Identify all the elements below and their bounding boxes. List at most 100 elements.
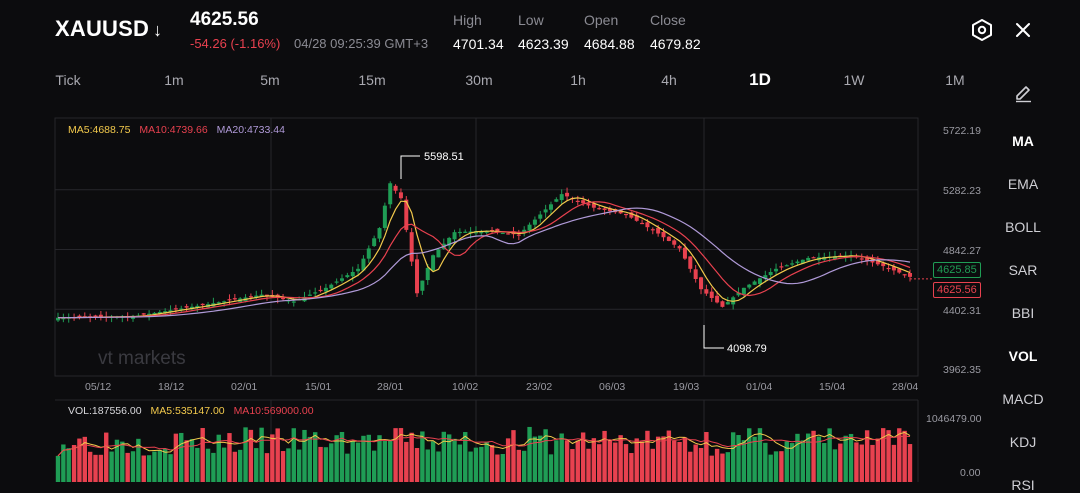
volume-bar bbox=[741, 440, 747, 482]
volume-bar bbox=[136, 438, 141, 482]
volume-bar bbox=[521, 450, 527, 482]
volume-bar bbox=[184, 440, 189, 482]
indicator-sar[interactable]: SAR bbox=[1008, 262, 1038, 278]
volume-bar bbox=[200, 428, 205, 482]
candle-body bbox=[672, 240, 677, 245]
volume-bar bbox=[511, 430, 516, 482]
volume-bar bbox=[109, 451, 114, 482]
volume-bar bbox=[639, 441, 645, 482]
vol-ma10-line bbox=[57, 435, 911, 457]
candle-body bbox=[586, 203, 591, 206]
vol-legend: VOL:187556.00 bbox=[68, 405, 142, 417]
volume-bar bbox=[168, 454, 173, 482]
y-tick-label: 4842.27 bbox=[943, 245, 981, 257]
stat-close-value: 4679.82 bbox=[650, 36, 701, 52]
indicator-macd[interactable]: MACD bbox=[1002, 391, 1044, 407]
candle-body bbox=[891, 266, 896, 271]
close-icon[interactable] bbox=[1010, 17, 1036, 43]
timeframe-15m[interactable]: 15m bbox=[358, 72, 386, 88]
price-chart[interactable]: vt markets 5598.51 4098.79 bbox=[0, 0, 1080, 482]
volume-bar bbox=[157, 450, 163, 482]
volume-bar bbox=[709, 455, 714, 482]
volume-bar bbox=[152, 451, 157, 482]
timeframe-30m[interactable]: 30m bbox=[465, 72, 493, 88]
timeframe-1m[interactable]: 1m bbox=[164, 72, 184, 88]
timeframe-1mo[interactable]: 1M bbox=[945, 72, 965, 88]
indicator-ema[interactable]: EMA bbox=[1007, 176, 1039, 192]
volume-bar bbox=[800, 440, 806, 482]
candle-body bbox=[752, 281, 757, 285]
indicator-kdj[interactable]: KDJ bbox=[1009, 434, 1037, 450]
candle-body bbox=[447, 237, 452, 246]
x-tick-label: 10/02 bbox=[452, 381, 479, 393]
y-tick-label: 5722.19 bbox=[943, 125, 981, 137]
draw-tool-button[interactable] bbox=[1012, 82, 1034, 104]
candle-body bbox=[527, 224, 532, 231]
volume-bar bbox=[859, 444, 864, 482]
volume-bar bbox=[173, 433, 179, 482]
candle-body bbox=[264, 294, 269, 296]
x-tick-label: 28/01 bbox=[377, 381, 404, 393]
volume-bar bbox=[114, 439, 120, 482]
timeframe-1h[interactable]: 1h bbox=[570, 72, 586, 88]
volume-bar bbox=[77, 438, 82, 482]
volume-bar bbox=[366, 434, 371, 482]
volume-bar bbox=[864, 430, 870, 482]
candle-body bbox=[800, 259, 805, 264]
candle-body bbox=[404, 199, 409, 230]
candle-body bbox=[699, 277, 704, 290]
candle-body bbox=[141, 313, 146, 315]
timeframe-1d[interactable]: 1D bbox=[749, 70, 771, 89]
volume-bar bbox=[586, 448, 591, 482]
volume-bar bbox=[564, 440, 570, 482]
indicator-vol[interactable]: VOL bbox=[1008, 348, 1038, 364]
volume-bar bbox=[661, 436, 666, 482]
volume-bar bbox=[580, 432, 586, 482]
volume-bar bbox=[484, 441, 489, 482]
settings-icon[interactable] bbox=[969, 17, 995, 43]
volume-bar bbox=[479, 446, 484, 482]
x-tick-label: 06/03 bbox=[599, 381, 626, 393]
stat-close: Close 4679.82 bbox=[650, 12, 701, 52]
candle-body bbox=[431, 255, 436, 271]
header: XAUUSD ↓ 4625.56 -54.26 (-1.16%) 04/28 09… bbox=[0, 0, 1080, 64]
timeframe-4h[interactable]: 4h bbox=[661, 72, 677, 88]
volume-bar bbox=[313, 432, 318, 482]
volume-bar bbox=[554, 440, 559, 482]
ma10-line bbox=[58, 201, 911, 319]
volume-bar bbox=[768, 454, 773, 482]
candle-body bbox=[532, 219, 537, 225]
volume-bar bbox=[388, 439, 393, 482]
stat-low-label: Low bbox=[518, 12, 544, 28]
candle-body bbox=[666, 236, 671, 241]
x-tick-label: 28/04 bbox=[892, 381, 919, 393]
indicator-ma[interactable]: MA bbox=[1012, 133, 1034, 149]
candle-body bbox=[318, 289, 323, 292]
volume-bar bbox=[757, 428, 763, 482]
indicator-boll[interactable]: BOLL bbox=[1005, 219, 1041, 235]
symbol-selector[interactable]: XAUUSD ↓ bbox=[55, 16, 162, 42]
volume-bar bbox=[714, 448, 720, 482]
candle-body bbox=[184, 306, 189, 308]
timeframe-tick[interactable]: Tick bbox=[55, 72, 81, 88]
volume-bar bbox=[773, 451, 779, 482]
volume-bar bbox=[146, 455, 152, 482]
candle-body bbox=[463, 231, 468, 233]
volume-bar bbox=[82, 436, 87, 482]
candle-body bbox=[291, 301, 296, 303]
volume-bar bbox=[688, 451, 693, 482]
indicator-bbi[interactable]: BBI bbox=[1011, 305, 1035, 321]
candle-body bbox=[131, 316, 136, 319]
candle-body bbox=[597, 208, 602, 210]
candle-body bbox=[725, 302, 730, 305]
volume-bar bbox=[516, 449, 522, 482]
candle-body bbox=[693, 269, 698, 280]
volume-bar bbox=[805, 433, 811, 482]
candle-body bbox=[479, 231, 484, 234]
timeframe-bar: Tick 1m 5m 15m 30m 1h 4h 1D 1W 1M bbox=[0, 64, 1080, 98]
direction-arrow-icon: ↓ bbox=[153, 20, 163, 40]
x-tick-label: 02/01 bbox=[231, 381, 258, 393]
timeframe-5m[interactable]: 5m bbox=[260, 72, 280, 88]
volume-bar bbox=[832, 449, 838, 482]
timeframe-1w[interactable]: 1W bbox=[843, 72, 865, 88]
